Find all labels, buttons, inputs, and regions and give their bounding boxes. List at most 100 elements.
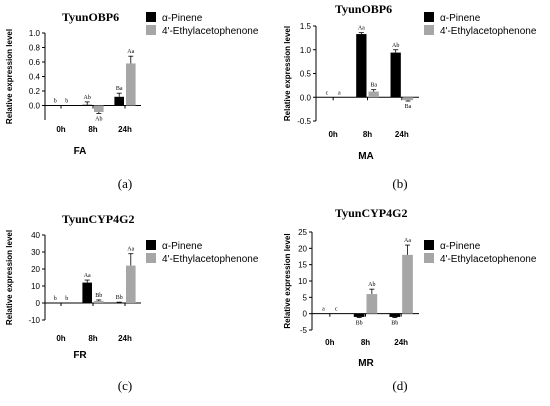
y-tick-label: 10 bbox=[298, 277, 307, 286]
chart-panel-2: TyunOBP6 Relative expression level -0.5 0.0… bbox=[283, 2, 537, 191]
bar-ethylacetophenone bbox=[94, 105, 104, 113]
legend-entry: 4'-Ethylacetophenone bbox=[162, 26, 259, 37]
y-axis-label: Relative expression level bbox=[283, 26, 292, 121]
significance-label: c bbox=[326, 90, 329, 96]
x-axis-label: FA bbox=[74, 146, 87, 157]
chart-title: TyunCYP4G2 bbox=[335, 206, 407, 220]
panel-label: (d) bbox=[392, 378, 407, 393]
significance-label: Ab bbox=[392, 43, 399, 49]
y-tick-label: 0.4 bbox=[29, 73, 41, 82]
significance-label: Ba bbox=[116, 86, 123, 92]
chart-panel-3: TyunCYP4G2 Relative expression level -10 0 1… bbox=[5, 212, 259, 393]
legend-entry: 4'-Ethylacetophenone bbox=[440, 254, 537, 265]
x-tick-label: 8h bbox=[361, 338, 370, 347]
x-tick-label: 8h bbox=[363, 130, 372, 139]
y-tick-label: 30 bbox=[31, 248, 40, 257]
bar-a-pinene bbox=[82, 104, 92, 106]
significance-label: b bbox=[54, 296, 57, 302]
y-tick-label: 0 bbox=[303, 310, 308, 319]
y-tick-label: 0 bbox=[36, 299, 41, 308]
y-tick-label: 20 bbox=[298, 244, 307, 253]
significance-label: Ab bbox=[84, 95, 91, 101]
chart-panel-1: TyunOBP6 Relative expression level 0.0 0.2 0… bbox=[5, 10, 259, 191]
bar-ethylacetophenone bbox=[126, 265, 136, 303]
significance-label: Aa bbox=[84, 273, 91, 279]
bar-ethylacetophenone bbox=[126, 63, 136, 106]
x-axis-label: MA bbox=[358, 151, 374, 162]
bar-ethylacetophenone bbox=[366, 294, 378, 314]
x-tick-label: 8h bbox=[88, 125, 97, 134]
y-tick-label: 1.5 bbox=[300, 22, 312, 31]
significance-label: Ba bbox=[405, 104, 412, 110]
bar-a-pinene bbox=[82, 282, 92, 303]
x-axis-label: MR bbox=[358, 358, 374, 369]
legend-entry: 4'-Ethylacetophenone bbox=[162, 254, 259, 265]
y-tick-label: 0.0 bbox=[29, 102, 41, 111]
significance-label: Aa bbox=[404, 238, 411, 244]
y-tick-label: 10 bbox=[31, 282, 40, 291]
legend-entry: 4'-Ethylacetophenone bbox=[440, 26, 537, 37]
y-axis-label: Relative expression level bbox=[5, 230, 14, 325]
x-tick-label: 0h bbox=[56, 125, 65, 134]
y-tick-label: 0.6 bbox=[29, 58, 41, 67]
y-tick-label: 40 bbox=[31, 231, 40, 240]
chart-title: TyunOBP6 bbox=[62, 10, 119, 24]
y-tick-label: 0.5 bbox=[300, 70, 312, 79]
significance-label: c bbox=[335, 307, 338, 313]
significance-label: a bbox=[338, 90, 341, 96]
legend-swatch bbox=[424, 25, 434, 35]
bar-ethylacetophenone bbox=[402, 254, 413, 314]
legend-swatch bbox=[424, 240, 434, 250]
chart-title: TyunOBP6 bbox=[335, 2, 392, 16]
y-tick-label: -5 bbox=[300, 326, 308, 335]
legend-entry: α-Pinene bbox=[440, 241, 481, 252]
significance-label: b bbox=[54, 99, 57, 105]
bar-ethylacetophenone bbox=[368, 91, 379, 98]
significance-label: Bb bbox=[95, 293, 102, 299]
bar-ethylacetophenone bbox=[94, 300, 104, 303]
bar-a-pinene bbox=[390, 52, 401, 98]
significance-label: Bb bbox=[116, 295, 123, 301]
significance-label: Ab bbox=[95, 116, 102, 122]
bar-a-pinene bbox=[114, 302, 124, 304]
legend-swatch bbox=[146, 253, 156, 263]
significance-label: Ba bbox=[370, 83, 377, 89]
significance-label: b bbox=[65, 99, 68, 105]
legend-entry: α-Pinene bbox=[162, 241, 203, 252]
legend-swatch bbox=[146, 25, 156, 35]
panel-label: (b) bbox=[392, 176, 407, 191]
x-tick-label: 0h bbox=[325, 338, 334, 347]
panel-label: (c) bbox=[118, 378, 132, 393]
bar-a-pinene bbox=[356, 34, 367, 98]
chart-title: TyunCYP4G2 bbox=[62, 212, 134, 226]
legend-swatch bbox=[146, 12, 156, 22]
significance-label: Aa bbox=[358, 26, 365, 32]
y-tick-label: 20 bbox=[31, 265, 40, 274]
y-tick-label: 25 bbox=[298, 228, 307, 237]
y-tick-label: -0.5 bbox=[297, 117, 311, 126]
y-axis-label: Relative expression level bbox=[283, 233, 292, 328]
significance-label: Aa bbox=[127, 247, 134, 253]
y-tick-label: 1.0 bbox=[300, 46, 312, 55]
y-tick-label: 0.0 bbox=[300, 93, 312, 102]
x-tick-label: 0h bbox=[328, 130, 337, 139]
bar-a-pinene bbox=[389, 313, 401, 317]
significance-label: Bb bbox=[391, 321, 398, 327]
significance-label: b bbox=[65, 296, 68, 302]
y-tick-label: -10 bbox=[28, 316, 40, 325]
y-tick-label: 15 bbox=[298, 261, 307, 270]
x-axis-label: FR bbox=[73, 350, 87, 361]
legend-entry: α-Pinene bbox=[440, 13, 481, 24]
x-tick-label: 24h bbox=[394, 338, 408, 347]
significance-label: Aa bbox=[127, 49, 134, 55]
x-tick-label: 24h bbox=[118, 125, 132, 134]
panel-label: (a) bbox=[118, 176, 132, 191]
bar-a-pinene bbox=[114, 96, 124, 106]
y-tick-label: 0.2 bbox=[29, 87, 41, 96]
significance-label: Bb bbox=[356, 321, 363, 327]
x-tick-label: 24h bbox=[395, 130, 409, 139]
bar-ethylacetophenone bbox=[402, 97, 414, 101]
legend-swatch bbox=[146, 240, 156, 250]
